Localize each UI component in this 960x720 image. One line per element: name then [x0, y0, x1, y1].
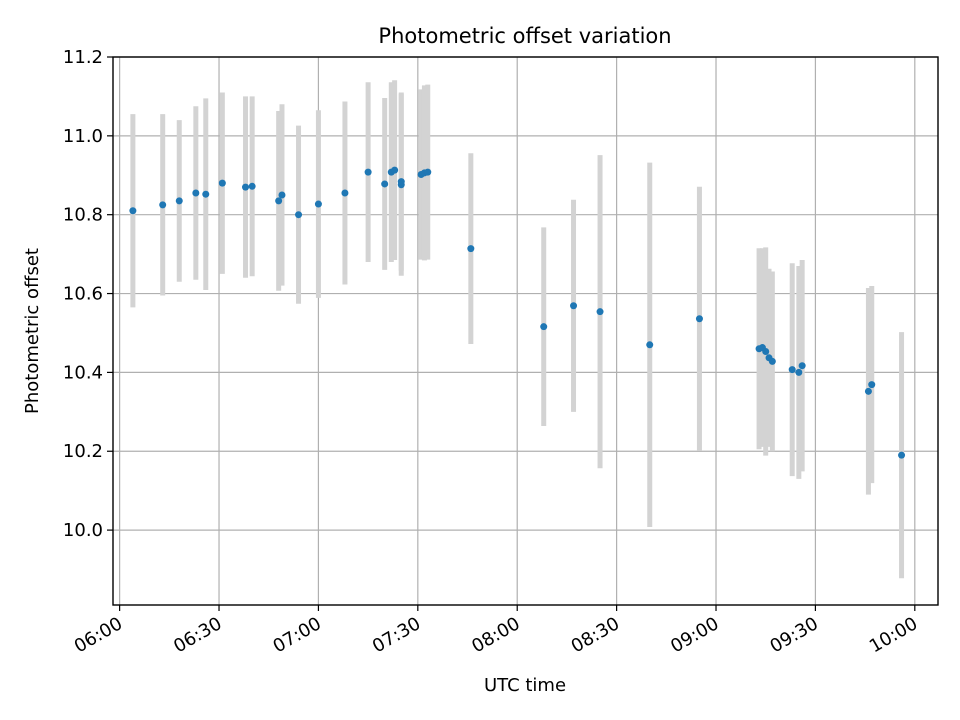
data-point	[868, 381, 876, 389]
data-point	[768, 357, 776, 365]
data-point	[467, 245, 475, 253]
y-tick-label: 11.2	[63, 47, 103, 68]
data-point	[175, 197, 183, 205]
data-point	[540, 323, 548, 331]
data-point	[341, 189, 349, 197]
data-point	[159, 201, 167, 209]
data-point	[278, 191, 286, 199]
data-point	[129, 207, 137, 215]
data-point	[646, 341, 654, 349]
data-point	[218, 179, 226, 187]
data-point	[798, 362, 806, 370]
data-point	[864, 387, 872, 395]
data-points	[129, 166, 906, 459]
data-point	[397, 178, 405, 186]
data-point	[898, 451, 906, 459]
y-tick-label: 10.8	[63, 205, 103, 226]
data-point	[762, 348, 770, 356]
data-point	[202, 190, 210, 198]
data-point	[364, 168, 372, 176]
y-tick-label: 10.0	[63, 520, 103, 541]
data-point	[242, 183, 250, 191]
data-point	[295, 211, 303, 219]
y-tick-label: 10.6	[63, 284, 103, 305]
data-point	[314, 200, 322, 208]
data-point	[570, 302, 578, 310]
data-point	[381, 180, 389, 188]
data-point	[788, 366, 796, 374]
y-tick-label: 10.4	[63, 362, 103, 383]
data-point	[248, 182, 256, 190]
y-axis-ticks: 10.0 10.2 10.4 10.6 10.8 11.0 11.2	[63, 47, 113, 541]
data-point	[192, 189, 200, 197]
data-point	[695, 315, 703, 323]
y-tick-label: 11.0	[63, 126, 103, 147]
data-point	[391, 166, 399, 174]
y-axis-label: Photometric offset	[22, 248, 43, 414]
x-axis-label: UTC time	[484, 675, 566, 696]
data-point	[596, 308, 604, 316]
plot-frame	[112, 56, 939, 606]
data-point	[275, 197, 283, 205]
chart-title: Photometric offset variation	[378, 24, 671, 48]
data-point	[795, 368, 803, 376]
y-tick-label: 10.2	[63, 441, 103, 462]
data-point	[424, 168, 432, 176]
